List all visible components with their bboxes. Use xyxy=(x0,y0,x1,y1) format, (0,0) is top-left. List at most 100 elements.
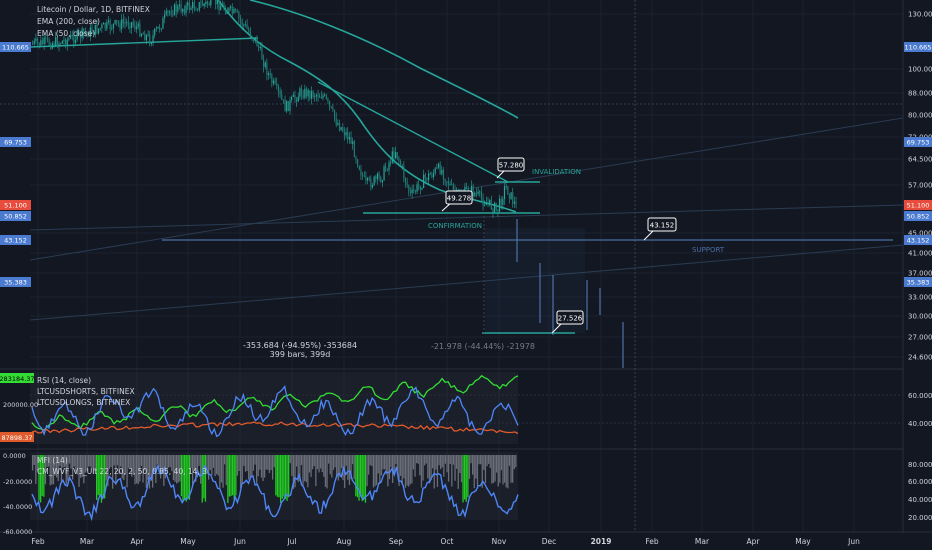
svg-text:43.152: 43.152 xyxy=(907,237,930,245)
ema200-legend[interactable]: EMA (200, close) xyxy=(37,17,100,26)
faint-trend-line[interactable] xyxy=(29,244,904,321)
time-label: Mar xyxy=(695,537,710,546)
price-tag: 51.100 xyxy=(904,200,932,210)
confirmation-label: CONFIRMATION xyxy=(428,222,482,230)
projection-bars xyxy=(516,219,624,368)
shorts-value-text: 87898.37 xyxy=(1,434,32,442)
mfi-pane[interactable]: MFI (14) CM_WVF_V3_Ult 22, 20, 2, 50, 0.… xyxy=(3,452,932,536)
time-label: Oct xyxy=(441,537,454,546)
price-tick-label: 24.600 xyxy=(908,354,932,362)
ema-200-line[interactable] xyxy=(249,0,519,119)
longs-line xyxy=(31,374,519,432)
measure-left-line1: -353.684 (-94.95%) -353684 xyxy=(243,341,357,350)
time-label: Jul xyxy=(286,537,296,546)
mfi-tick-80: 80.000 xyxy=(908,461,932,469)
mfi-left-0: 0.0000 xyxy=(3,452,26,460)
price-tick-label: 64.500 xyxy=(908,156,932,164)
wvf-legend[interactable]: CM_WVF_V3_Ult 22, 20, 2, 50, 0.85, 40, 1… xyxy=(37,467,207,476)
price-tick-label: 33.000 xyxy=(908,294,932,302)
left-price-tag xyxy=(0,211,31,221)
left-price-tag xyxy=(0,200,31,210)
svg-text:51.100: 51.100 xyxy=(907,202,930,210)
left-price-tag-text: 51.100 xyxy=(4,202,27,210)
time-label: Apr xyxy=(747,537,761,546)
time-label: Dec xyxy=(542,537,557,546)
left-price-tag xyxy=(0,137,31,147)
time-label: Mar xyxy=(80,537,95,546)
time-label: May xyxy=(180,537,196,546)
price-tag: 69.753 xyxy=(904,137,932,147)
rsi-legend[interactable]: RSI (14, close) xyxy=(37,376,91,385)
callout-49[interactable]: 49.278 xyxy=(441,190,473,212)
rsi-line xyxy=(31,384,519,438)
price-tick-label: 100.000 xyxy=(908,66,932,74)
price-tick-label: 130.000 xyxy=(908,11,932,19)
rsi-tick-40: 40.000 xyxy=(908,420,932,428)
price-tick-label: 57.000 xyxy=(908,182,932,190)
time-label: Aug xyxy=(337,537,352,546)
left-price-tag xyxy=(0,235,31,245)
price-tick-label: 88.000 xyxy=(908,90,932,98)
wvf-histogram xyxy=(32,455,517,503)
grid-lines xyxy=(30,0,903,532)
price-candles xyxy=(32,0,517,218)
callout-57-text: 57.280 xyxy=(499,162,524,170)
callout-27[interactable]: 27.526 xyxy=(551,310,584,334)
price-axis[interactable]: 130.000100.00088.00080.00072.00064.50057… xyxy=(0,11,932,362)
longs-legend[interactable]: LTCUSDLONGS, BITFINEX xyxy=(37,398,130,407)
mfi-left-20: -20.0000 xyxy=(3,478,32,486)
time-label: Jun xyxy=(233,537,246,546)
price-tick-label: 45.000 xyxy=(908,230,932,238)
support-label: SUPPORT xyxy=(692,246,725,254)
time-axis[interactable]: Feb Mar Apr May Jun Jul Aug Sep Oct Nov Dec 2019 Feb… xyxy=(31,537,860,546)
left-price-tag xyxy=(0,277,31,287)
price-tick-label: 30.000 xyxy=(908,313,932,321)
faint-trend-line[interactable] xyxy=(29,204,904,231)
price-tick-label: 80.000 xyxy=(908,112,932,120)
mfi-line xyxy=(31,463,519,522)
shorts-value-tag xyxy=(0,432,34,442)
ema50-legend[interactable]: EMA (50, close) xyxy=(37,29,95,38)
left-price-tag-text: 69.753 xyxy=(4,139,27,147)
callout-57[interactable]: 57.280 xyxy=(496,157,525,179)
left-price-tag-text: 50.852 xyxy=(4,213,27,221)
left-price-tag-text: 35.383 xyxy=(4,279,27,287)
upper-trend-line[interactable] xyxy=(29,37,259,48)
time-label: Jun xyxy=(847,537,860,546)
shorts-line xyxy=(31,421,519,435)
price-tick-label: 27.000 xyxy=(908,334,932,342)
callout-43-text: 43.152 xyxy=(650,222,675,230)
invalidation-label: INVALIDATION xyxy=(532,168,581,176)
mfi-legend[interactable]: MFI (14) xyxy=(37,456,68,465)
time-label: Feb xyxy=(645,537,659,546)
symbol-title[interactable]: Litecoin / Dollar, 1D, BITFINEX xyxy=(37,5,150,14)
longs-value-text: 283184.37 xyxy=(0,375,35,383)
price-tag: 50.852 xyxy=(904,211,932,221)
time-label: 2019 xyxy=(591,537,612,546)
time-label: Nov xyxy=(492,537,507,546)
price-tag: 110.665 xyxy=(904,42,932,52)
left-scale-mid: 200000.00 xyxy=(3,401,38,409)
time-label: Apr xyxy=(131,537,145,546)
svg-text:35.383: 35.383 xyxy=(907,279,930,287)
descending-resistance-line[interactable] xyxy=(317,81,509,183)
time-label: Sep xyxy=(389,537,403,546)
measure-left-line2: 399 bars, 399d xyxy=(270,350,331,359)
callout-27-text: 27.526 xyxy=(558,315,583,323)
price-tick-label: 41.000 xyxy=(908,250,932,258)
svg-text:50.852: 50.852 xyxy=(907,213,930,221)
price-tick-label: 37.000 xyxy=(908,270,932,278)
callout-43[interactable]: 43.152 xyxy=(643,217,677,241)
mfi-tick-20: 20.000 xyxy=(908,514,932,522)
callout-49-text: 49.278 xyxy=(447,195,472,203)
price-pane[interactable]: INVALIDATION CONFIRMATION SUPPORT 57.280… xyxy=(0,0,904,532)
left-price-tag-text: 43.152 xyxy=(4,237,27,245)
shorts-legend[interactable]: LTCUSDSHORTS, BITFINEX xyxy=(37,387,135,396)
rsi-pane[interactable]: RSI (14, close) LTCUSDSHORTS, BITFINEX L… xyxy=(0,372,932,444)
price-tag: 35.383 xyxy=(904,277,932,287)
chart-legend[interactable]: Litecoin / Dollar, 1D, BITFINEX EMA (200… xyxy=(37,5,150,38)
svg-text:110.665: 110.665 xyxy=(905,44,932,52)
time-label: Feb xyxy=(31,537,45,546)
